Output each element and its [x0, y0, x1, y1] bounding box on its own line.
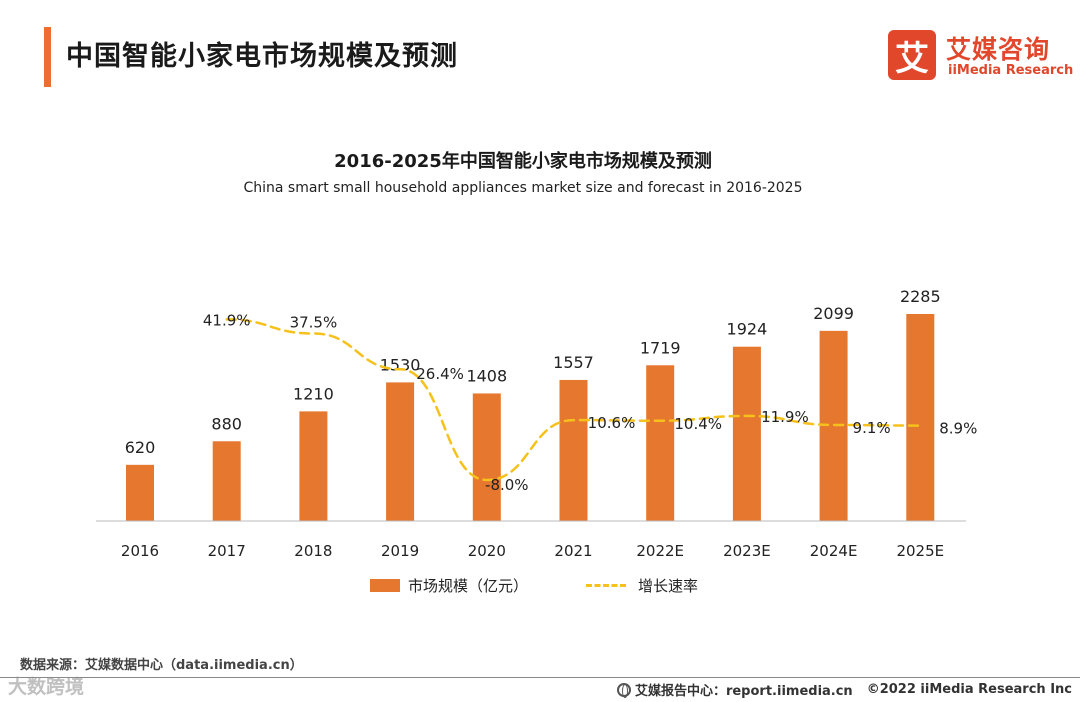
growth-label-2022E: 10.4% — [674, 415, 722, 433]
iimedia-logo: 艾 艾媒咨询 iiMedia Research — [888, 30, 1073, 82]
bar-2016 — [126, 464, 154, 521]
x-tick-label-2024E: 2024E — [810, 542, 858, 560]
bar-value-label-2025E: 2285 — [900, 287, 941, 306]
growth-rate-line — [225, 318, 922, 482]
x-tick-label-2019: 2019 — [381, 542, 419, 560]
chart-subtitle: China smart small household appliances m… — [243, 180, 803, 196]
growth-label-2021: 10.6% — [588, 414, 636, 432]
bar-2021 — [559, 379, 588, 521]
footer-divider — [0, 677, 1080, 678]
growth-label-2019: 26.4% — [416, 365, 464, 383]
legend-bar-label: 市场规模（亿元） — [408, 576, 529, 595]
bar-value-label-2017: 880 — [211, 414, 242, 433]
growth-label-2023E: 11.9% — [761, 408, 809, 426]
bar-2018 — [299, 411, 328, 521]
bar-2020 — [472, 393, 501, 521]
legend-bar-swatch — [370, 578, 400, 592]
footer-info: 艾媒报告中心：report.iimedia.cn ©2022 iiMedia R… — [616, 680, 1072, 699]
bar-value-label-2024E: 2099 — [813, 304, 854, 323]
chart-title: 2016-2025年中国智能小家电市场规模及预测 — [334, 151, 712, 172]
bar-value-label-2022E: 1719 — [640, 338, 681, 357]
bar-2019 — [386, 382, 415, 521]
x-tick-label-2022E: 2022E — [636, 542, 684, 560]
globe-icon — [616, 682, 631, 698]
bar-2023E — [732, 346, 761, 521]
growth-label-2025E: 8.9% — [939, 420, 977, 438]
bar-value-label-2016: 620 — [125, 438, 156, 457]
logo-mark: 艾 — [888, 30, 936, 80]
logo-chinese-name: 艾媒咨询 — [946, 35, 1051, 64]
bar-value-label-2021: 1557 — [553, 353, 594, 372]
title-accent-bar — [44, 27, 51, 87]
x-tick-label-2021: 2021 — [554, 542, 592, 560]
watermark-text: 大数跨境 — [8, 676, 85, 698]
bar-value-label-2020: 1408 — [466, 366, 507, 385]
legend-line-label: 增长速率 — [638, 576, 699, 595]
growth-label-2024E: 9.1% — [853, 419, 891, 437]
x-tick-label-2018: 2018 — [294, 542, 332, 560]
logo-english-name: iiMedia Research — [948, 63, 1074, 78]
page-title: 中国智能小家电市场规模及预测 — [66, 41, 458, 72]
x-tick-label-2016: 2016 — [121, 542, 159, 560]
bar-2025E — [906, 314, 935, 521]
x-tick-label-2017: 2017 — [208, 542, 246, 560]
chart-legend: 市场规模（亿元） 增长速率 — [370, 573, 698, 597]
growth-label-2018: 37.5% — [290, 313, 338, 331]
x-tick-label-2025E: 2025E — [896, 542, 944, 560]
bar-2017 — [212, 441, 241, 521]
growth-label-2017: 41.9% — [203, 311, 251, 329]
report-center-link[interactable]: 艾媒报告中心：report.iimedia.cn — [634, 684, 853, 699]
growth-label-2020: -8.0% — [485, 476, 529, 494]
bar-value-label-2023E: 1924 — [727, 320, 768, 339]
data-source-note: 数据来源：艾媒数据中心（data.iimedia.cn） — [20, 658, 303, 673]
x-tick-label-2020: 2020 — [468, 542, 506, 560]
copyright-text: ©2022 iiMedia Research Inc — [866, 682, 1072, 697]
x-tick-label-2023E: 2023E — [723, 542, 771, 560]
bar-value-label-2019: 1530 — [380, 355, 421, 374]
bar-value-label-2018: 1210 — [293, 384, 334, 403]
legend-line-swatch — [586, 583, 627, 587]
bar-2022E — [646, 365, 675, 521]
